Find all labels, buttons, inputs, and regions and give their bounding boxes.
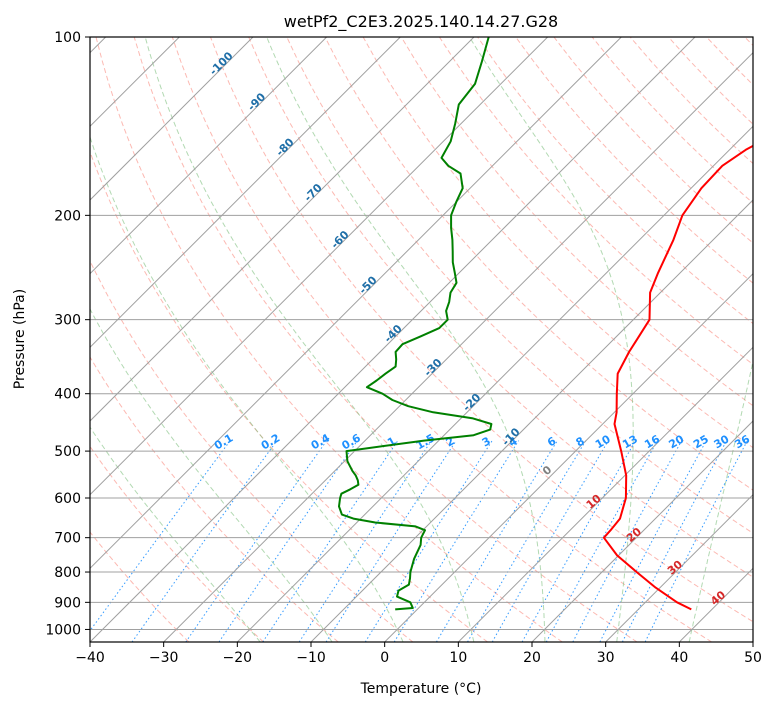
y-tick-label: 300 — [54, 313, 81, 329]
mixing-ratio-line — [545, 440, 659, 642]
dry-adiabat — [438, 37, 753, 366]
x-axis-ticks: −40 −30 −20 −10 0 10 20 30 40 50 — [75, 642, 762, 666]
y-tick-label: 400 — [54, 387, 81, 403]
isotherm — [605, 493, 753, 642]
mixing-ratio-line — [262, 440, 399, 642]
dry-adiabat — [133, 37, 638, 642]
dry-adiabat — [90, 445, 264, 642]
mixing-ratio-line — [185, 440, 328, 642]
x-tick-label: 50 — [744, 650, 762, 666]
dry-adiabat — [90, 531, 190, 642]
x-tick-label: 40 — [670, 650, 688, 666]
isotherm — [90, 37, 549, 496]
y-axis-ticks: 100 200 300 400 500 600 700 800 900 1000 — [45, 30, 90, 638]
isotherm — [90, 37, 622, 570]
isotherm — [90, 37, 696, 642]
y-tick-label: 1000 — [45, 622, 81, 638]
dry-adiabat — [515, 37, 753, 284]
isotherm — [90, 37, 401, 349]
dry-adiabat — [400, 37, 753, 407]
mixing-ratio-line — [521, 440, 637, 642]
mixing-ratio-line — [572, 440, 683, 642]
x-tick-label: −10 — [296, 650, 326, 666]
isotherm — [90, 37, 254, 201]
dry-adiabat — [248, 37, 753, 578]
mixing-ratio-line — [325, 440, 457, 642]
y-tick-label: 800 — [54, 565, 81, 581]
mixing-ratio-line — [644, 440, 748, 642]
isotherm — [163, 51, 753, 642]
moist-adiabat — [90, 308, 333, 642]
moist-adiabat — [144, 37, 475, 642]
moist-adiabat — [266, 37, 546, 642]
y-tick-label: 100 — [54, 30, 81, 46]
isotherm — [457, 346, 753, 642]
dewpoint-profile — [338, 37, 493, 611]
dry-adiabat — [324, 37, 753, 491]
x-tick-label: −30 — [149, 650, 179, 666]
x-axis-label: Temperature (°C) — [360, 681, 482, 697]
mixing-ratio-line — [491, 440, 609, 642]
moist-adiabat — [90, 135, 404, 642]
x-tick-label: 0 — [380, 650, 389, 666]
mixing-ratio-line — [467, 440, 587, 642]
dry-adiabat — [171, 37, 712, 642]
y-tick-label: 600 — [54, 491, 81, 507]
isotherm — [310, 199, 753, 642]
dry-adiabat — [210, 37, 753, 623]
chart-title: wetPf2_C2E3.2025.140.14.27.G28 — [284, 12, 558, 32]
mixing-ratio-line — [131, 440, 278, 642]
x-tick-label: −20 — [223, 650, 253, 666]
y-axis-label: Pressure (hPa) — [12, 289, 28, 389]
background-lines — [90, 37, 753, 642]
dry-adiabat — [90, 150, 488, 642]
mixing-ratio-line — [90, 440, 231, 632]
y-tick-label: 200 — [54, 208, 81, 224]
x-tick-label: −40 — [75, 650, 105, 666]
x-tick-label: 30 — [597, 650, 615, 666]
moist-adiabat — [688, 358, 753, 642]
isotherm — [90, 37, 475, 422]
isotherm — [90, 37, 328, 275]
y-tick-label: 900 — [54, 595, 81, 611]
profiles — [338, 37, 753, 611]
mixing-ratio-line — [298, 440, 432, 642]
moist-adiabat — [90, 426, 261, 642]
y-tick-label: 700 — [54, 531, 81, 547]
mixing-ratio-line — [364, 440, 493, 642]
isotherm — [384, 272, 753, 642]
plot-frame — [89, 36, 754, 643]
x-tick-label: 20 — [523, 650, 541, 666]
dry-adiabat — [90, 356, 339, 642]
y-tick-label: 500 — [54, 444, 81, 460]
mixing-ratio-line — [435, 440, 558, 642]
dry-adiabat — [95, 37, 563, 642]
x-tick-label: 10 — [449, 650, 467, 666]
temperature-profile — [602, 144, 753, 611]
isotherm — [236, 125, 753, 642]
isotherm — [531, 420, 753, 642]
